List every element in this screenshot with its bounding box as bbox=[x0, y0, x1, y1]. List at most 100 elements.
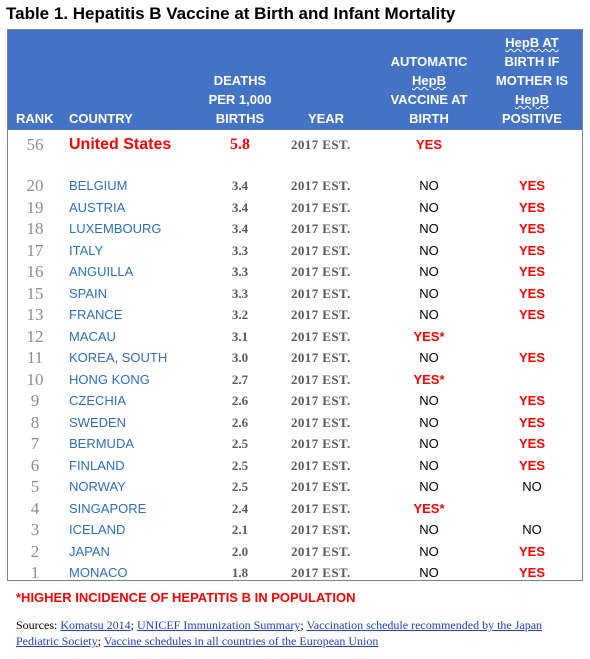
cell-automatic: NO bbox=[419, 565, 439, 580]
cell-rank: 15 bbox=[26, 283, 44, 303]
cell-country[interactable]: FINLAND bbox=[69, 457, 125, 473]
table-row: 3 ICELAND 2.1 2017 EST. NO NO bbox=[8, 519, 582, 541]
cell-country[interactable]: ANGUILLA bbox=[69, 264, 134, 279]
cell-year: 2017 EST. bbox=[291, 543, 351, 559]
cell-rank: 13 bbox=[26, 305, 44, 324]
cell-year: 2017 EST. bbox=[291, 457, 351, 473]
source-link-eu-schedules[interactable]: Vaccine schedules in all countries of th… bbox=[103, 634, 379, 648]
table-row: 8 SWEDEN 2.6 2017 EST. NO YES bbox=[8, 412, 582, 434]
cell-automatic: NO bbox=[419, 414, 439, 430]
cell-country[interactable]: United States bbox=[69, 136, 172, 153]
cell-automatic: NO bbox=[419, 543, 439, 559]
cell-rank: 2 bbox=[30, 541, 40, 561]
cell-country[interactable]: NORWAY bbox=[69, 479, 126, 494]
header-mother: HepB AT BIRTH IF MOTHER IS HepB POSITIVE bbox=[484, 33, 580, 128]
table-row: 5 NORWAY 2.5 2017 EST. NO NO bbox=[8, 476, 582, 498]
header-mother-line: MOTHER IS bbox=[495, 73, 569, 88]
cell-country[interactable]: LUXEMBOURG bbox=[69, 221, 162, 236]
table-row: 20 BELGIUM 3.4 2017 EST. NO YES bbox=[8, 175, 582, 197]
cell-country[interactable]: MACAU bbox=[69, 328, 116, 344]
header-mother-line: BIRTH IF bbox=[504, 54, 560, 69]
table-row: 18 LUXEMBOURG 3.4 2017 EST. NO YES bbox=[8, 218, 582, 240]
cell-deaths: 3.3 bbox=[231, 242, 249, 258]
cell-deaths: 3.4 bbox=[231, 199, 249, 215]
cell-automatic: NO bbox=[419, 178, 439, 193]
cell-automatic: YES* bbox=[413, 371, 445, 387]
cell-country[interactable]: CZECHIA bbox=[69, 393, 127, 408]
cell-mother: YES bbox=[518, 264, 545, 279]
cell-country[interactable]: ITALY bbox=[69, 242, 104, 258]
cell-deaths: 2.7 bbox=[231, 371, 249, 387]
table-row: 19 AUSTRIA 3.4 2017 EST. NO YES bbox=[8, 197, 582, 219]
cell-rank: 20 bbox=[26, 176, 44, 195]
cell-mother: YES bbox=[518, 307, 545, 322]
cell-automatic: NO bbox=[419, 264, 439, 279]
cell-country[interactable]: MONACO bbox=[69, 565, 128, 580]
cell-mother: YES bbox=[518, 350, 545, 365]
cell-country[interactable]: KOREA, SOUTH bbox=[69, 350, 168, 365]
table-row: 4 SINGAPORE 2.4 2017 EST. YES* bbox=[8, 498, 582, 520]
source-link-unicef[interactable]: UNICEF Immunization Summary bbox=[137, 618, 301, 632]
cell-automatic: NO bbox=[419, 199, 439, 215]
cell-deaths: 1.8 bbox=[231, 565, 249, 580]
cell-year: 2017 EST. bbox=[291, 371, 351, 387]
cell-rank: 16 bbox=[26, 262, 44, 281]
cell-country[interactable]: BERMUDA bbox=[69, 436, 135, 451]
sources-prefix: Sources: bbox=[16, 618, 61, 632]
table-row: 9 CZECHIA 2.6 2017 EST. NO YES bbox=[8, 390, 582, 412]
cell-country[interactable]: ICELAND bbox=[69, 522, 126, 537]
cell-deaths: 2.4 bbox=[231, 500, 249, 516]
sources-separator: ; bbox=[300, 618, 307, 632]
cell-year: 2017 EST. bbox=[291, 242, 351, 258]
cell-deaths: 2.5 bbox=[231, 436, 249, 451]
table-row: 2 JAPAN 2.0 2017 EST. NO YES bbox=[8, 541, 582, 563]
cell-country[interactable]: FRANCE bbox=[69, 307, 123, 322]
header-mother-line: HepB AT bbox=[505, 35, 559, 50]
cell-deaths: 5.8 bbox=[230, 136, 250, 153]
cell-deaths: 2.1 bbox=[231, 522, 249, 537]
cell-year: 2017 EST. bbox=[291, 137, 351, 152]
cell-rank: 19 bbox=[26, 197, 44, 217]
cell-rank: 9 bbox=[30, 391, 40, 410]
table-row-united-states: 56 United States 5.8 2017 EST. YES bbox=[8, 134, 582, 156]
cell-automatic: NO bbox=[419, 393, 439, 408]
cell-year: 2017 EST. bbox=[291, 264, 351, 279]
sources-separator: ; bbox=[130, 618, 138, 632]
cell-country[interactable]: AUSTRIA bbox=[69, 199, 126, 215]
cell-mother: YES bbox=[518, 393, 545, 408]
cell-year: 2017 EST. bbox=[291, 479, 351, 494]
cell-year: 2017 EST. bbox=[291, 285, 351, 301]
header-deaths-line: PER 1,000 bbox=[208, 92, 272, 107]
footnote: *HIGHER INCIDENCE OF HEPATITIS B IN POPU… bbox=[16, 590, 356, 605]
cell-automatic: NO bbox=[419, 479, 439, 494]
cell-year: 2017 EST. bbox=[291, 522, 351, 537]
source-link-japan-pediatric[interactable]: Vaccination schedule recommended by the … bbox=[16, 618, 543, 648]
cell-automatic: NO bbox=[419, 522, 439, 537]
cell-automatic: NO bbox=[419, 457, 439, 473]
cell-rank: 12 bbox=[26, 326, 44, 346]
cell-country[interactable]: HONG KONG bbox=[69, 371, 150, 387]
table-row: 11 KOREA, SOUTH 3.0 2017 EST. NO YES bbox=[8, 347, 582, 369]
cell-country[interactable]: SPAIN bbox=[69, 285, 108, 301]
cell-country[interactable]: JAPAN bbox=[69, 543, 110, 559]
cell-country[interactable]: SINGAPORE bbox=[69, 500, 147, 516]
cell-rank: 6 bbox=[30, 455, 40, 475]
cell-mother: YES bbox=[518, 543, 545, 559]
table-row: 16 ANGUILLA 3.3 2017 EST. NO YES bbox=[8, 261, 582, 283]
cell-automatic: NO bbox=[419, 285, 439, 301]
cell-rank: 3 bbox=[30, 520, 40, 539]
cell-rank: 8 bbox=[30, 412, 40, 432]
cell-country[interactable]: BELGIUM bbox=[69, 178, 128, 193]
header-automatic-line: AUTOMATIC bbox=[390, 54, 468, 69]
cell-automatic: YES* bbox=[413, 500, 445, 516]
sources: Sources: Komatsu 2014; UNICEF Immunizati… bbox=[16, 617, 576, 649]
cell-mother: YES bbox=[518, 436, 545, 451]
sources-separator: ; bbox=[97, 634, 104, 648]
source-link-komatsu[interactable]: Komatsu 2014 bbox=[60, 618, 131, 632]
header-rank: RANK bbox=[16, 111, 54, 126]
cell-deaths: 2.6 bbox=[231, 414, 249, 430]
cell-rank: 17 bbox=[26, 240, 44, 260]
cell-rank: 11 bbox=[26, 348, 44, 367]
cell-mother: YES bbox=[518, 221, 545, 236]
cell-country[interactable]: SWEDEN bbox=[69, 414, 127, 430]
